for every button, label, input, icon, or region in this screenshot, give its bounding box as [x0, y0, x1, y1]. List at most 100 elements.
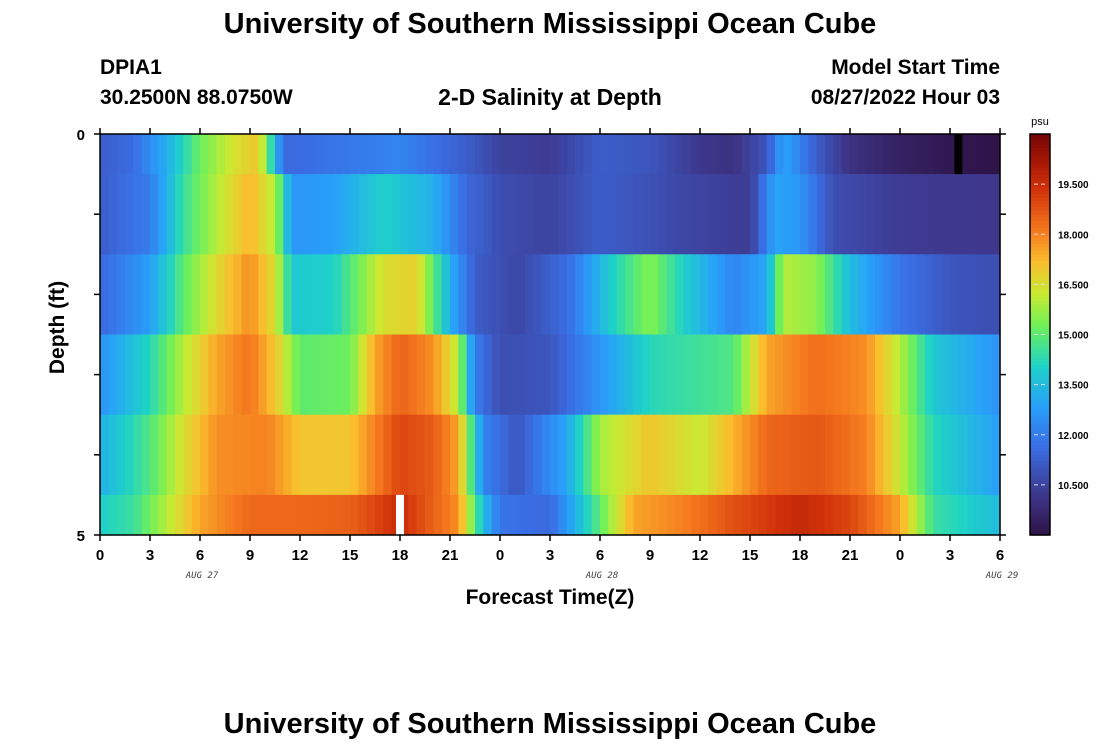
heatmap-cell — [608, 414, 618, 496]
heatmap-cell — [216, 414, 226, 496]
heatmap-cell — [341, 134, 351, 175]
heatmap-cell — [733, 174, 743, 255]
heatmap-cell — [583, 174, 593, 255]
heatmap-cell — [383, 174, 393, 255]
heatmap-cell — [933, 254, 943, 335]
heatmap-cell — [150, 174, 159, 255]
heatmap-cell — [650, 334, 659, 416]
heatmap-cell — [400, 334, 409, 416]
heatmap-cell — [358, 494, 368, 536]
heatmap-cell — [975, 494, 984, 536]
heatmap-cell — [516, 174, 526, 255]
heatmap-cell — [100, 174, 109, 255]
heatmap-cell — [900, 134, 909, 175]
heatmap-cell — [200, 174, 209, 255]
heatmap-cell — [716, 334, 726, 416]
heatmap-cell — [258, 334, 268, 416]
model-start-value: 08/27/2022 Hour 03 — [810, 86, 1000, 109]
heatmap-cell — [133, 414, 143, 496]
heatmap-cell — [100, 414, 109, 496]
heatmap-cell — [825, 134, 834, 175]
colorbar-swatch — [1030, 190, 1050, 195]
heatmap-cell — [858, 174, 868, 255]
heatmap-cell — [891, 334, 901, 416]
heatmap-cell — [141, 254, 151, 335]
heatmap-cell — [216, 134, 226, 175]
heatmap-cell — [966, 254, 976, 335]
heatmap-cell — [508, 414, 518, 496]
heatmap-cell — [208, 494, 218, 536]
heatmap-cell — [900, 174, 909, 255]
heatmap-cell — [958, 334, 968, 416]
heatmap-cell — [825, 494, 834, 536]
heatmap-cell — [758, 134, 768, 175]
colorbar-swatch — [1030, 438, 1050, 443]
heatmap-cell — [408, 494, 418, 536]
heatmap-cell — [866, 414, 876, 496]
heatmap-cell — [316, 174, 326, 255]
heatmap-cell — [175, 134, 184, 175]
heatmap-cell — [158, 254, 168, 335]
heatmap-cell — [358, 134, 368, 175]
heatmap-cell — [758, 174, 768, 255]
heatmap-cell — [458, 174, 468, 255]
heatmap-cell — [908, 254, 918, 335]
heatmap-cell — [416, 414, 426, 496]
heatmap-cell — [325, 254, 334, 335]
colorbar-swatch — [1030, 137, 1050, 142]
heatmap-cell — [891, 134, 901, 175]
heatmap-cell — [208, 134, 218, 175]
heatmap-cell — [383, 134, 393, 175]
x-tick-label: 6 — [596, 547, 604, 564]
heatmap-cell — [316, 334, 326, 416]
heatmap-cell — [791, 414, 801, 496]
heatmap-cell — [583, 134, 593, 175]
heatmap-cell — [158, 174, 168, 255]
heatmap-cell — [975, 254, 984, 335]
heatmap-cell — [783, 134, 793, 175]
heatmap-cell — [108, 334, 118, 416]
heatmap-cell — [333, 174, 343, 255]
heatmap-cell — [841, 334, 851, 416]
heatmap-cell — [366, 414, 376, 496]
heatmap-cell — [416, 494, 426, 536]
heatmap-cell — [925, 494, 934, 536]
heatmap-cell — [866, 174, 876, 255]
heatmap-cell — [283, 414, 293, 496]
colorbar-swatch — [1030, 210, 1050, 215]
heatmap-cell — [316, 414, 326, 496]
heatmap-cell — [991, 414, 1001, 496]
heatmap-cell — [866, 134, 876, 175]
colorbar-swatch — [1030, 307, 1050, 312]
heatmap-cell — [250, 174, 259, 255]
heatmap-cell — [816, 134, 826, 175]
heatmap-cell — [566, 494, 576, 536]
heatmap-cell — [125, 334, 134, 416]
heatmap-cell — [633, 334, 643, 416]
heatmap-cell — [691, 414, 701, 496]
heatmap-cell — [558, 494, 568, 536]
heatmap-cell — [358, 334, 368, 416]
heatmap-cell — [450, 254, 459, 335]
heatmap-cell — [941, 494, 951, 536]
heatmap-cell — [275, 134, 284, 175]
x-tick-label: 9 — [646, 547, 654, 564]
heatmap-cell — [633, 414, 643, 496]
heatmap-cell — [225, 414, 234, 496]
colorbar-swatch — [1030, 180, 1050, 185]
heatmap-cell — [383, 494, 393, 536]
heatmap-cell — [541, 334, 551, 416]
heatmap-cell — [700, 134, 709, 175]
plot-title: 2-D Salinity at Depth — [438, 84, 662, 110]
heatmap-cell — [483, 414, 493, 496]
heatmap-cell — [133, 174, 143, 255]
heatmap-cell — [950, 254, 959, 335]
colorbar-swatch — [1030, 401, 1050, 406]
heatmap-cell — [766, 134, 776, 175]
heatmap-cell — [941, 134, 951, 175]
colorbar-tick-label: 16.500 — [1058, 280, 1089, 291]
heatmap-cell — [658, 254, 668, 335]
colorbar-swatch — [1030, 347, 1050, 352]
heatmap-cell — [900, 494, 909, 536]
heatmap-cell — [391, 414, 401, 496]
